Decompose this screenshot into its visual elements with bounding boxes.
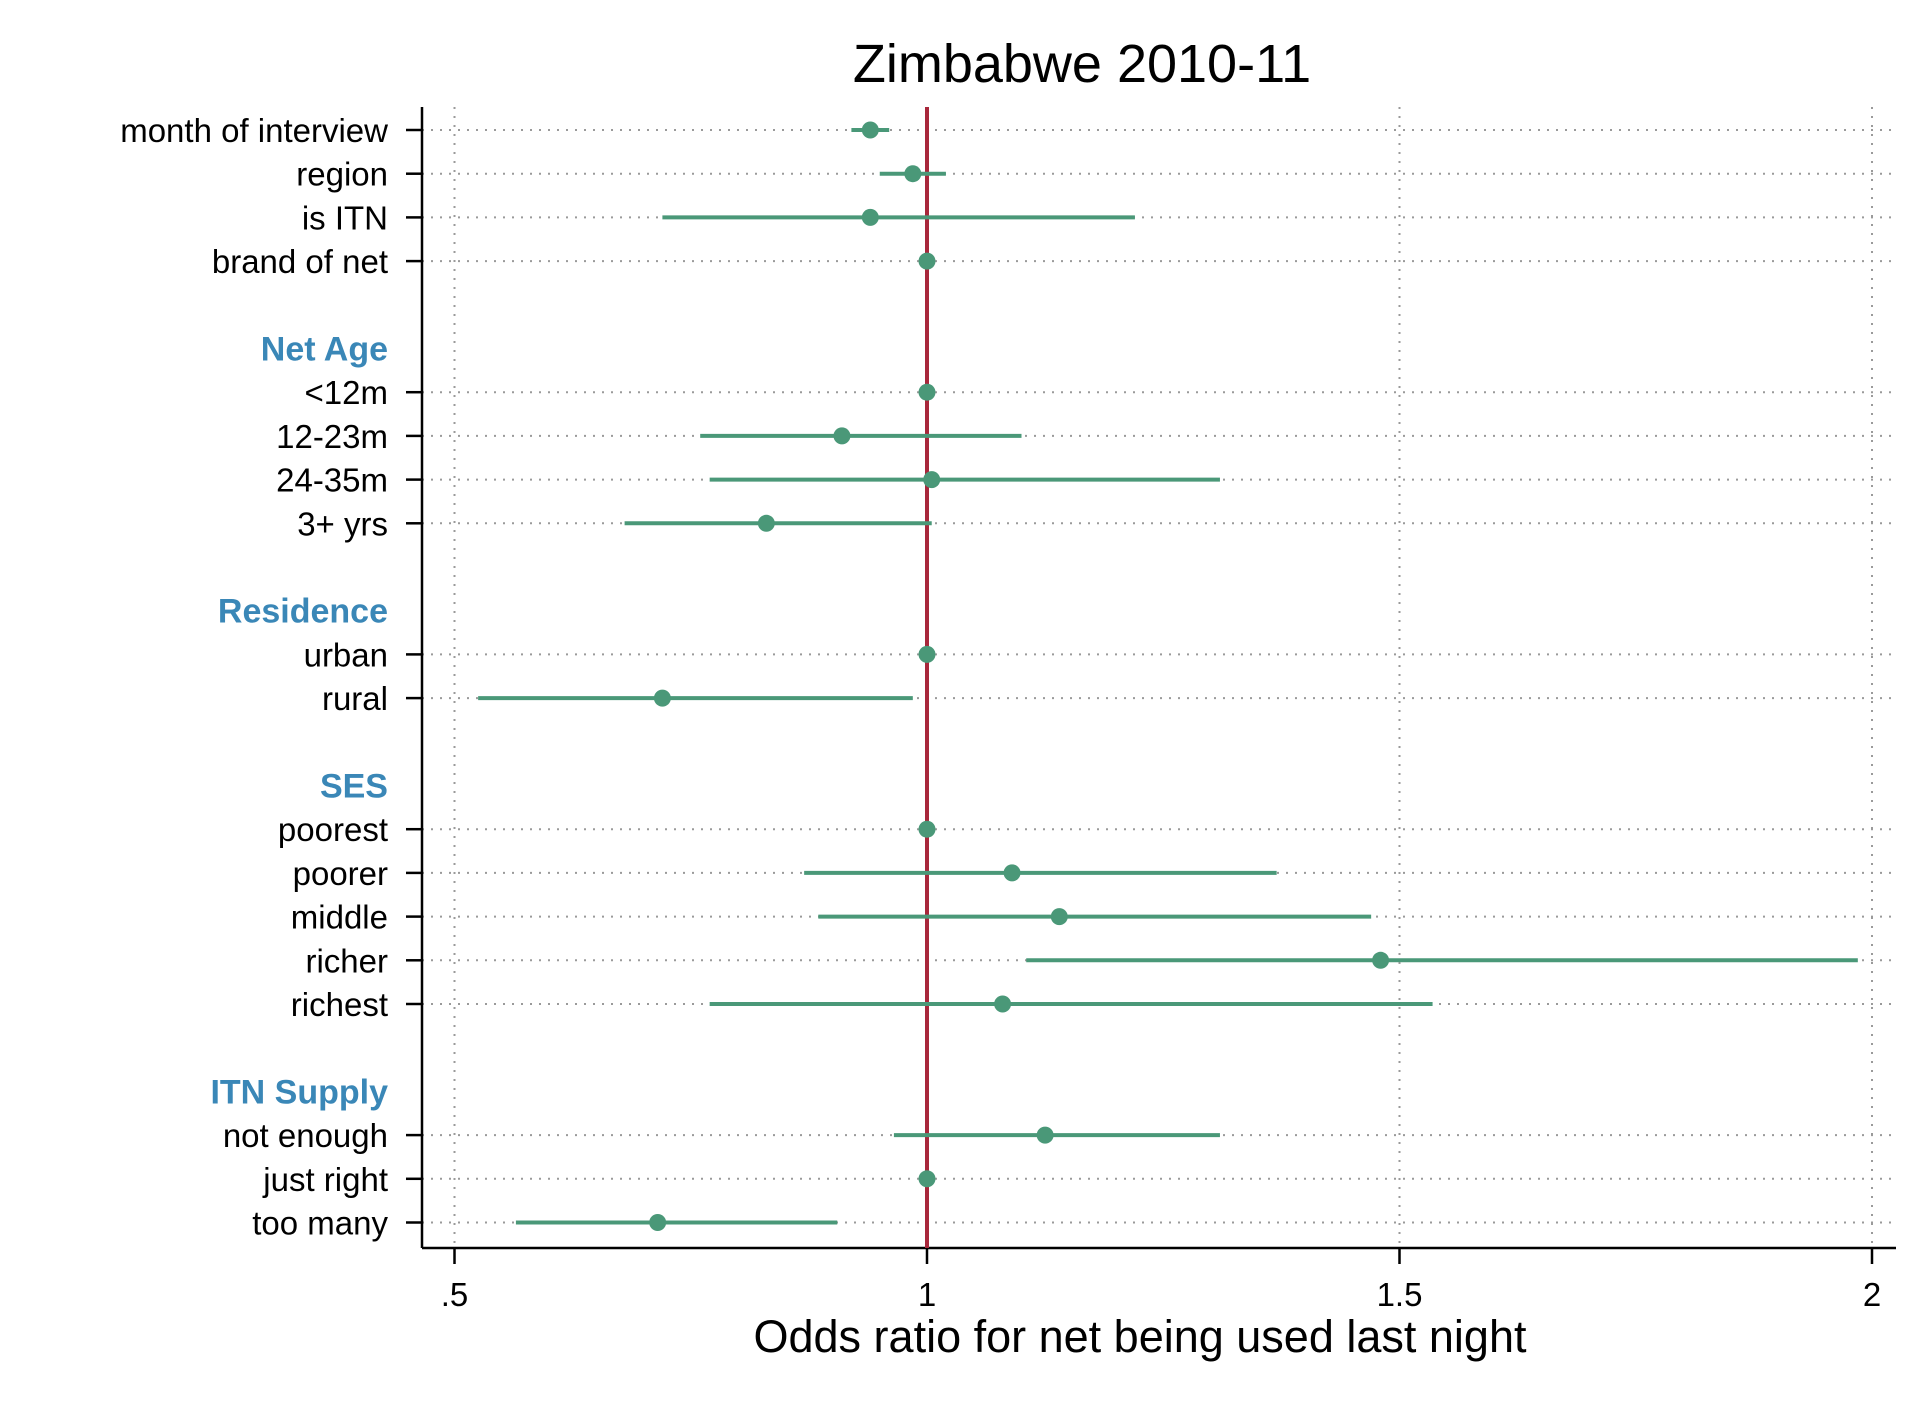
point-marker-9 [757,514,775,532]
row-label-8: 24-35m [276,462,388,499]
row-label-25: too many [252,1205,388,1242]
row-label-20: richest [291,986,388,1023]
x-tick-label-1: 1 [918,1276,936,1313]
point-marker-1 [904,165,922,183]
point-marker-13 [653,689,671,707]
group-label-5: Net Age [261,331,388,369]
rows-layer: month of interview region is ITN brand of n… [120,112,388,1242]
x-axis-title: Odds ratio for net being used last night [754,1311,1527,1362]
point-marker-19 [1372,951,1390,969]
point-marker-12 [918,645,936,663]
axes-layer: .5 1 1.5 2 [406,107,1896,1313]
row-label-7: 12-23m [276,418,388,455]
point-marker-7 [833,427,851,445]
group-label-15: SES [320,768,388,806]
row-label-12: urban [304,636,388,673]
row-label-9: 3+ yrs [297,505,388,542]
group-label-11: Residence [218,593,388,631]
x-tick-label-3: 2 [1863,1276,1881,1313]
point-marker-18 [1050,908,1068,926]
row-label-1: region [296,156,388,193]
point-marker-16 [918,820,936,838]
point-marker-8 [923,471,941,489]
row-label-17: poorer [293,855,388,892]
row-label-19: richer [305,942,388,979]
row-label-16: poorest [278,811,388,848]
point-marker-0 [861,121,879,139]
row-label-24: just right [262,1161,388,1198]
grid-layer [422,107,1896,1248]
point-marker-20 [994,995,1012,1013]
x-tick-label-0: .5 [441,1276,469,1313]
row-label-3: brand of net [212,243,388,280]
row-label-6: <12m [305,374,388,411]
point-marker-24 [918,1170,936,1188]
group-label-22: ITN Supply [210,1073,388,1111]
row-label-0: month of interview [120,112,388,149]
row-label-2: is ITN [302,199,388,236]
point-marker-25 [649,1214,667,1231]
row-label-18: middle [291,899,388,936]
point-marker-2 [861,208,879,226]
x-tick-label-2: 1.5 [1377,1276,1423,1313]
marks-layer [478,121,1858,1231]
point-marker-23 [1036,1126,1054,1144]
point-marker-17 [1003,864,1021,882]
chart-title: Zimbabwe 2010-11 [853,34,1311,94]
row-label-13: rural [322,680,388,717]
point-marker-3 [918,252,936,270]
point-marker-6 [918,383,936,401]
row-label-23: not enough [223,1117,388,1154]
